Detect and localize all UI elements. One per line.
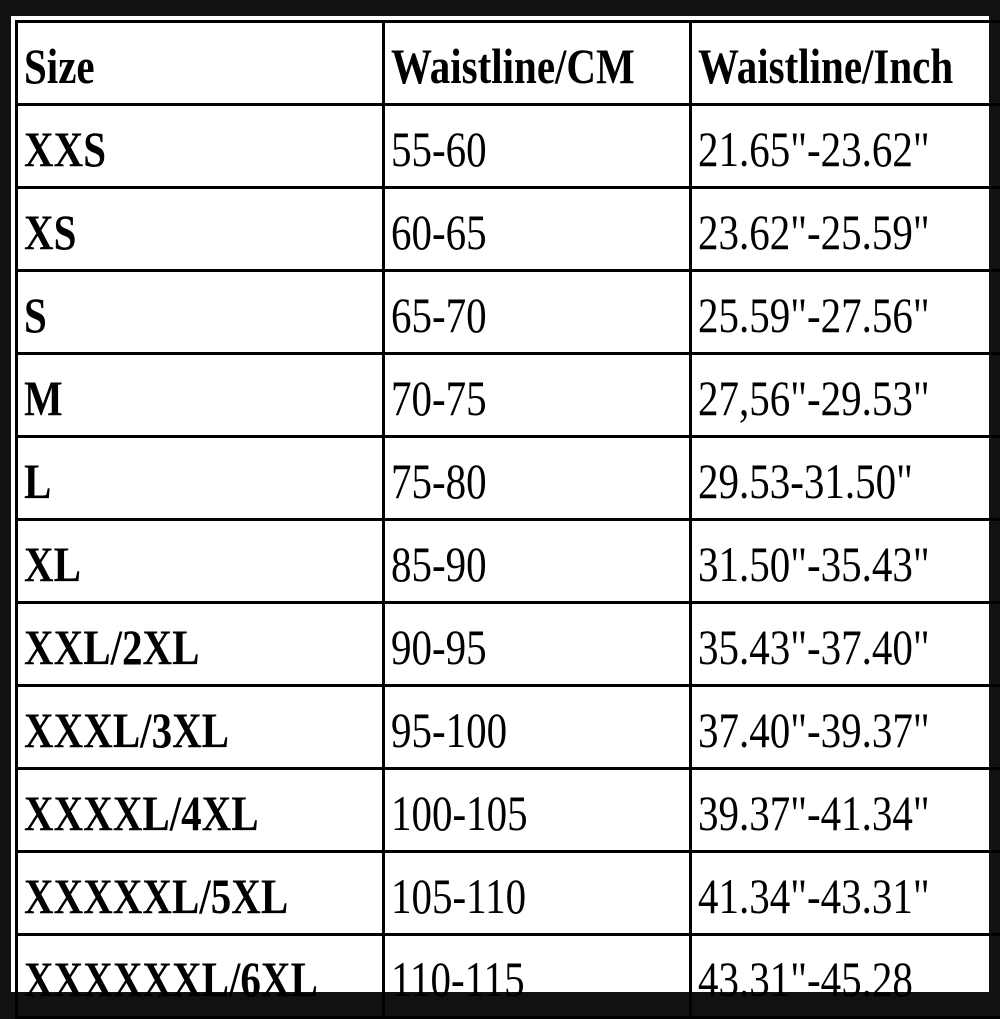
size-cell-text: M (24, 363, 63, 427)
cm-cell: 95-100 (384, 686, 690, 769)
table-row: XXXXXXL/6XL 110-115 43.31"-45.28 (17, 935, 1000, 1018)
inch-cell: 43.31"-45.28 (690, 935, 1000, 1018)
size-cell-text: S (24, 280, 47, 344)
table-row: L 75-80 29.53-31.50" (17, 437, 1000, 520)
inch-cell-text: 43.31"-45.28 (698, 944, 913, 1008)
cm-cell: 100-105 (384, 769, 690, 852)
cm-cell-text: 85-90 (391, 529, 487, 593)
size-cell-text: L (24, 446, 51, 510)
cm-cell-text: 75-80 (391, 446, 487, 510)
cm-cell: 60-65 (384, 188, 690, 271)
cm-cell: 85-90 (384, 520, 690, 603)
cm-cell: 110-115 (384, 935, 690, 1018)
size-cell: XXXXXL/5XL (17, 852, 384, 935)
inch-cell-text: 21.65"-23.62" (698, 114, 930, 178)
cm-cell: 75-80 (384, 437, 690, 520)
size-cell: XXXXXXL/6XL (17, 935, 384, 1018)
size-cell-text: XXL/2XL (24, 612, 199, 676)
cm-cell-text: 105-110 (391, 861, 526, 925)
cm-cell: 90-95 (384, 603, 690, 686)
inch-cell: 23.62"-25.59" (690, 188, 1000, 271)
inch-cell-text: 23.62"-25.59" (698, 197, 930, 261)
cm-cell-text: 70-75 (391, 363, 487, 427)
size-cell: L (17, 437, 384, 520)
inch-cell: 29.53-31.50" (690, 437, 1000, 520)
size-cell: XL (17, 520, 384, 603)
inch-cell-text: 31.50"-35.43" (698, 529, 930, 593)
size-cell-text: XXS (24, 114, 106, 178)
table-row: XL 85-90 31.50"-35.43" (17, 520, 1000, 603)
table-row: XXL/2XL 90-95 35.43"-37.40" (17, 603, 1000, 686)
table-row: S 65-70 25.59"-27.56" (17, 271, 1000, 354)
size-chart-table: Size Waistline/CM Waistline/Inch XXS 55-6… (15, 20, 1000, 1019)
header-size: Size (17, 22, 384, 105)
size-cell: XXS (17, 105, 384, 188)
header-size-label: Size (24, 31, 95, 95)
inch-cell: 25.59"-27.56" (690, 271, 1000, 354)
size-cell: XXL/2XL (17, 603, 384, 686)
inch-cell: 37.40"-39.37" (690, 686, 1000, 769)
size-cell: XS (17, 188, 384, 271)
size-cell: S (17, 271, 384, 354)
size-cell-text: XXXXXL/5XL (24, 861, 288, 925)
size-cell: M (17, 354, 384, 437)
size-chart-sheet: Size Waistline/CM Waistline/Inch XXS 55-6… (11, 16, 989, 992)
inch-cell-text: 25.59"-27.56" (698, 280, 930, 344)
inch-cell-text: 35.43"-37.40" (698, 612, 930, 676)
inch-cell: 31.50"-35.43" (690, 520, 1000, 603)
cm-cell-text: 65-70 (391, 280, 487, 344)
inch-cell-text: 41.34"-43.31" (698, 861, 930, 925)
table-row: XS 60-65 23.62"-25.59" (17, 188, 1000, 271)
cm-cell-text: 60-65 (391, 197, 487, 261)
size-cell: XXXL/3XL (17, 686, 384, 769)
table-row: XXXL/3XL 95-100 37.40"-39.37" (17, 686, 1000, 769)
cm-cell-text: 100-105 (391, 778, 528, 842)
table-row: XXXXL/4XL 100-105 39.37"-41.34" (17, 769, 1000, 852)
size-cell-text: XXXXL/4XL (24, 778, 259, 842)
table-row: XXS 55-60 21.65"-23.62" (17, 105, 1000, 188)
inch-cell: 21.65"-23.62" (690, 105, 1000, 188)
size-cell-text: XS (24, 197, 76, 261)
inch-cell-text: 27,56"-29.53" (698, 363, 930, 427)
inch-cell: 39.37"-41.34" (690, 769, 1000, 852)
inch-cell-text: 29.53-31.50" (698, 446, 913, 510)
cm-cell-text: 110-115 (391, 944, 525, 1008)
cm-cell: 70-75 (384, 354, 690, 437)
inch-cell: 35.43"-37.40" (690, 603, 1000, 686)
inch-cell: 41.34"-43.31" (690, 852, 1000, 935)
cm-cell-text: 90-95 (391, 612, 487, 676)
size-cell-text: XL (24, 529, 81, 593)
cm-cell: 55-60 (384, 105, 690, 188)
size-cell-text: XXXXXXL/6XL (24, 944, 318, 1008)
cm-cell-text: 55-60 (391, 114, 487, 178)
cm-cell-text: 95-100 (391, 695, 507, 759)
size-cell: XXXXL/4XL (17, 769, 384, 852)
cm-cell: 65-70 (384, 271, 690, 354)
inch-cell-text: 37.40"-39.37" (698, 695, 930, 759)
inch-cell: 27,56"-29.53" (690, 354, 1000, 437)
table-row: XXXXXL/5XL 105-110 41.34"-43.31" (17, 852, 1000, 935)
cm-cell: 105-110 (384, 852, 690, 935)
table-row: M 70-75 27,56"-29.53" (17, 354, 1000, 437)
header-waistline-inch: Waistline/Inch (690, 22, 1000, 105)
size-cell-text: XXXL/3XL (24, 695, 229, 759)
header-cm-label: Waistline/CM (391, 31, 635, 95)
header-row: Size Waistline/CM Waistline/Inch (17, 22, 1000, 105)
header-inch-label: Waistline/Inch (698, 31, 953, 95)
header-waistline-cm: Waistline/CM (384, 22, 690, 105)
inch-cell-text: 39.37"-41.34" (698, 778, 930, 842)
